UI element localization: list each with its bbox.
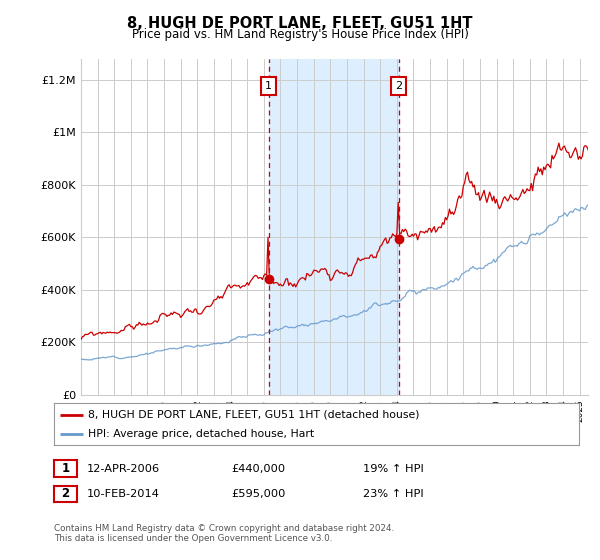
Text: 1: 1 <box>265 81 272 91</box>
Text: 19% ↑ HPI: 19% ↑ HPI <box>363 464 424 474</box>
Text: 2: 2 <box>61 487 70 501</box>
Text: HPI: Average price, detached house, Hart: HPI: Average price, detached house, Hart <box>88 429 314 439</box>
Text: 1: 1 <box>61 462 70 475</box>
Text: 2: 2 <box>395 81 403 91</box>
Text: £440,000: £440,000 <box>231 464 285 474</box>
Text: 23% ↑ HPI: 23% ↑ HPI <box>363 489 424 499</box>
Text: £595,000: £595,000 <box>231 489 286 499</box>
Text: 10-FEB-2014: 10-FEB-2014 <box>87 489 160 499</box>
Text: Price paid vs. HM Land Registry's House Price Index (HPI): Price paid vs. HM Land Registry's House … <box>131 28 469 41</box>
Text: 8, HUGH DE PORT LANE, FLEET, GU51 1HT: 8, HUGH DE PORT LANE, FLEET, GU51 1HT <box>127 16 473 31</box>
Text: 8, HUGH DE PORT LANE, FLEET, GU51 1HT (detached house): 8, HUGH DE PORT LANE, FLEET, GU51 1HT (d… <box>88 409 419 419</box>
Text: 12-APR-2006: 12-APR-2006 <box>87 464 160 474</box>
Bar <box>269 59 399 395</box>
Text: Contains HM Land Registry data © Crown copyright and database right 2024.
This d: Contains HM Land Registry data © Crown c… <box>54 524 394 543</box>
